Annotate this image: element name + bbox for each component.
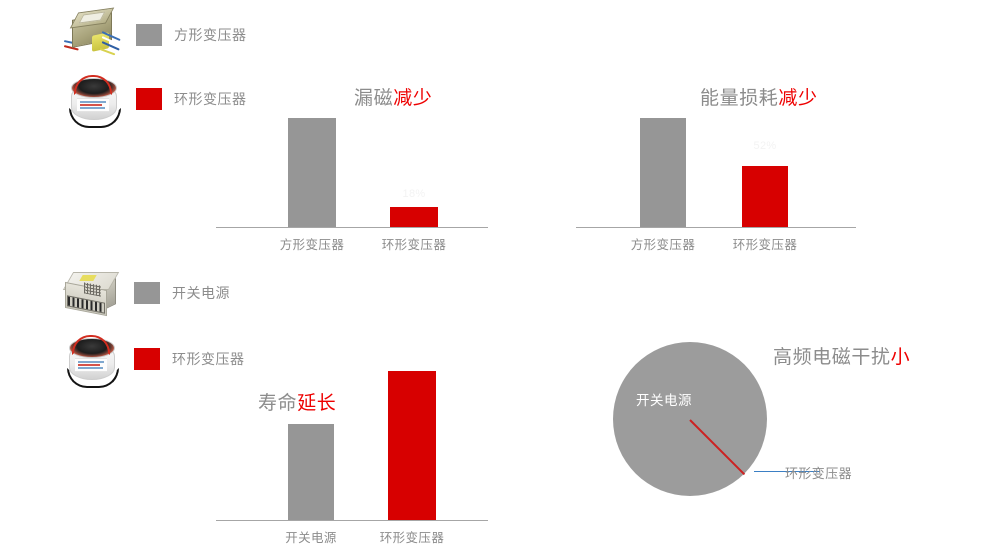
legend-swatch-switching-power-supply xyxy=(134,282,160,304)
legend-swatch-square-transformer xyxy=(136,24,162,46)
chart-service-life-axis xyxy=(216,520,488,521)
pie-leader-line xyxy=(754,471,820,473)
bar-value-energy-loss-toroidal: 52% xyxy=(753,140,777,152)
cat-label-flux-leakage-toroidal: 环形变压器 xyxy=(381,238,447,252)
legend-row-switching-power-supply: 开关电源 xyxy=(60,262,230,324)
bar-service-life-toroidal-upper[interactable] xyxy=(388,371,436,429)
bar-flux-leakage-square[interactable] xyxy=(288,118,336,227)
chart-title-energy-loss-plain: 能量损耗 xyxy=(700,88,779,109)
cat-label-energy-loss-toroidal: 环形变压器 xyxy=(732,238,798,252)
legend-swatch-toroidal-transformer-top xyxy=(136,88,162,110)
toroidal-transformer-thumbnail-2 xyxy=(60,328,122,390)
pie-inner-label-switching-power-supply: 开关电源 xyxy=(636,393,692,408)
chart-title-flux-leakage-highlight: 减少 xyxy=(393,88,433,109)
chart-service-life: 开关电源 环形变压器 寿命延长 xyxy=(216,370,488,545)
chart-title-emi-plain: 高频电磁干扰 xyxy=(773,347,891,368)
bar-energy-loss-square[interactable] xyxy=(640,118,686,227)
chart-title-flux-leakage: 漏磁减少 xyxy=(354,83,432,110)
bar-service-life-toroidal-lower[interactable] xyxy=(388,427,436,520)
pie-outer-label-toroidal-transformer: 环形变压器 xyxy=(785,466,853,481)
bar-energy-loss-toroidal[interactable] xyxy=(742,165,788,227)
cat-label-service-life-toroidal: 环形变压器 xyxy=(379,531,445,545)
bar-value-flux-leakage-toroidal: 18% xyxy=(402,188,426,200)
toroidal-transformer-thumbnail xyxy=(62,68,124,130)
cat-label-flux-leakage-square: 方形变压器 xyxy=(279,238,345,252)
switching-power-supply-thumbnail xyxy=(60,262,122,324)
legend-row-toroidal-transformer-bottom: 环形变压器 xyxy=(60,328,245,390)
chart-flux-leakage: 18% 方形变压器 环形变压器 漏磁减少 xyxy=(216,80,488,252)
chart-title-service-life-highlight: 延长 xyxy=(297,393,337,414)
chart-title-emi: 高频电磁干扰小 xyxy=(773,342,910,369)
chart-energy-loss-axis xyxy=(576,227,856,228)
chart-title-service-life: 寿命延长 xyxy=(258,388,336,415)
legend-label-toroidal-transformer-bottom: 环形变压器 xyxy=(172,351,245,367)
chart-title-service-life-plain: 寿命 xyxy=(258,393,298,414)
legend-label-switching-power-supply: 开关电源 xyxy=(172,285,230,301)
chart-flux-leakage-axis xyxy=(216,227,488,228)
chart-title-energy-loss: 能量损耗减少 xyxy=(700,83,818,110)
legend-swatch-toroidal-transformer-bottom xyxy=(134,348,160,370)
chart-title-emi-highlight: 小 xyxy=(890,347,911,368)
legend-label-toroidal-transformer-top: 环形变压器 xyxy=(174,91,247,107)
legend-row-toroidal-transformer-top: 环形变压器 xyxy=(62,68,247,130)
legend-label-square-transformer: 方形变压器 xyxy=(174,27,247,43)
chart-title-energy-loss-highlight: 减少 xyxy=(778,88,818,109)
bar-service-life-switching[interactable] xyxy=(288,423,334,520)
square-transformer-thumbnail xyxy=(62,4,124,66)
chart-emi: 开关电源 环形变压器 高频电磁干扰小 xyxy=(613,342,943,502)
cat-label-energy-loss-square: 方形变压器 xyxy=(630,238,696,252)
chart-energy-loss: 52% 方形变压器 环形变压器 能量损耗减少 xyxy=(576,80,856,252)
bar-flux-leakage-toroidal[interactable] xyxy=(390,207,438,227)
chart-title-flux-leakage-plain: 漏磁 xyxy=(354,88,394,109)
cat-label-service-life-switching: 开关电源 xyxy=(285,531,337,545)
legend-row-square-transformer: 方形变压器 xyxy=(62,4,247,66)
